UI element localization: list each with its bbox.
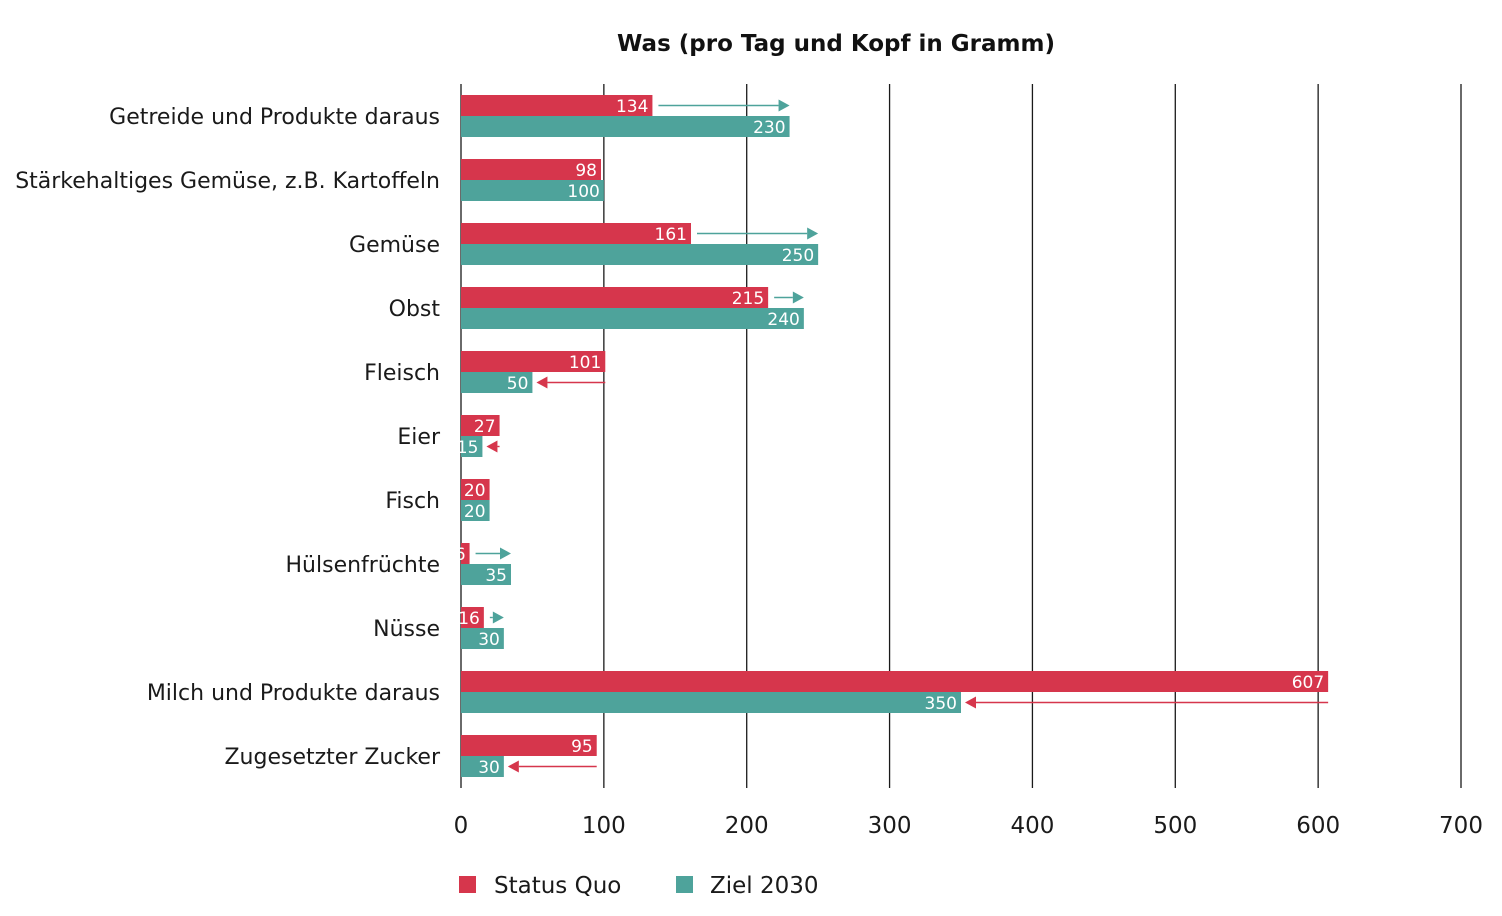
arrow-increase (489, 611, 504, 624)
data-label-ziel-2030: 50 (507, 374, 529, 394)
data-label-status-quo: 98 (575, 161, 597, 181)
bar-ziel-2030 (461, 244, 819, 265)
category-label: Gemüse (349, 233, 440, 258)
category-label: Fleisch (364, 361, 440, 386)
bar-ziel-2030 (461, 692, 961, 713)
legend: Status Quo Ziel 2030 (459, 873, 819, 899)
bar-ziel-2030 (461, 372, 533, 393)
category-label: Zugesetzter Zucker (224, 745, 440, 770)
x-axis-ticks: 0 100 200 300 400 500 600 700 (454, 813, 1483, 839)
bar-status-quo (461, 671, 1329, 692)
bar-ziel-2030 (461, 116, 790, 137)
bar-status-quo (461, 351, 606, 372)
category-label: Fisch (385, 489, 440, 514)
data-label-ziel-2030: 240 (767, 310, 799, 330)
category-labels: Getreide und Produkte daraus Stärkehaltig… (15, 105, 441, 770)
x-tick-label: 400 (1010, 813, 1054, 839)
bar-status-quo (461, 223, 691, 244)
data-label-ziel-2030: 30 (478, 758, 500, 778)
x-tick-label: 300 (868, 813, 912, 839)
legend-ziel-2030: Ziel 2030 (676, 873, 819, 899)
gridlines (460, 84, 1462, 788)
data-label-status-quo: 27 (474, 417, 496, 437)
category-label: Eier (397, 425, 441, 450)
data-label-ziel-2030: 35 (485, 566, 507, 586)
x-tick-label: 700 (1439, 813, 1483, 839)
data-label-status-quo: 101 (569, 353, 601, 373)
data-label-status-quo: 134 (616, 97, 648, 117)
bar-status-quo (461, 735, 597, 756)
arrow-decrease (965, 696, 1329, 709)
bar-status-quo (461, 415, 500, 436)
data-label-status-quo: 607 (1292, 673, 1324, 693)
chart-title: Was (pro Tag und Kopf in Gramm) (617, 31, 1055, 57)
legend-status-quo: Status Quo (459, 873, 621, 899)
category-label: Stärkehaltiges Gemüse, z.B. Kartoffeln (15, 169, 440, 194)
data-label-status-quo: 161 (655, 225, 687, 245)
category-label: Obst (389, 297, 441, 322)
data-label-ziel-2030: 230 (753, 118, 785, 138)
data-label-ziel-2030: 20 (464, 502, 486, 522)
bar-status-quo (461, 607, 484, 628)
category-label: Hülsenfrüchte (286, 553, 440, 578)
x-tick-label: 200 (725, 813, 769, 839)
bar-ziel-2030 (461, 628, 504, 649)
legend-swatch (459, 876, 476, 893)
category-label: Getreide und Produkte daraus (109, 105, 440, 130)
legend-label: Status Quo (494, 873, 621, 899)
x-tick-label: 500 (1153, 813, 1197, 839)
arrow-increase (697, 227, 819, 240)
bar-status-quo (461, 543, 470, 564)
data-label-ziel-2030: 15 (457, 438, 479, 458)
bar-ziel-2030 (461, 308, 804, 329)
category-label: Milch und Produkte daraus (147, 681, 440, 706)
x-tick-label: 100 (582, 813, 626, 839)
data-label-status-quo: 16 (458, 609, 480, 629)
data-label-status-quo: 20 (464, 481, 486, 501)
data-label-status-quo: 215 (732, 289, 764, 309)
bar-status-quo (461, 479, 490, 500)
arrow-decrease (507, 760, 597, 773)
bars (461, 95, 1329, 777)
legend-swatch (676, 876, 693, 893)
legend-label: Ziel 2030 (710, 873, 819, 899)
data-label-ziel-2030: 30 (478, 630, 500, 650)
category-label: Nüsse (373, 617, 440, 642)
bar-status-quo (461, 159, 601, 180)
bar-ziel-2030 (461, 180, 604, 201)
data-label-status-quo: 6 (455, 545, 466, 565)
bar-ziel-2030 (461, 500, 490, 521)
data-label-ziel-2030: 350 (925, 694, 957, 714)
bar-ziel-2030 (461, 436, 483, 457)
data-label-ziel-2030: 250 (782, 246, 814, 266)
data-label-status-quo: 95 (571, 737, 593, 757)
bar-ziel-2030 (461, 756, 504, 777)
x-tick-label: 600 (1296, 813, 1340, 839)
bar-status-quo (461, 95, 653, 116)
x-tick-label: 0 (454, 813, 469, 839)
bar-status-quo (461, 287, 769, 308)
bar-ziel-2030 (461, 564, 511, 585)
arrow-decrease (486, 440, 500, 453)
arrow-decrease (536, 376, 606, 389)
arrow-increase (475, 547, 511, 560)
arrow-increase (658, 99, 790, 112)
data-label-ziel-2030: 100 (567, 182, 599, 202)
change-arrows (475, 99, 1329, 773)
arrow-increase (774, 291, 804, 304)
